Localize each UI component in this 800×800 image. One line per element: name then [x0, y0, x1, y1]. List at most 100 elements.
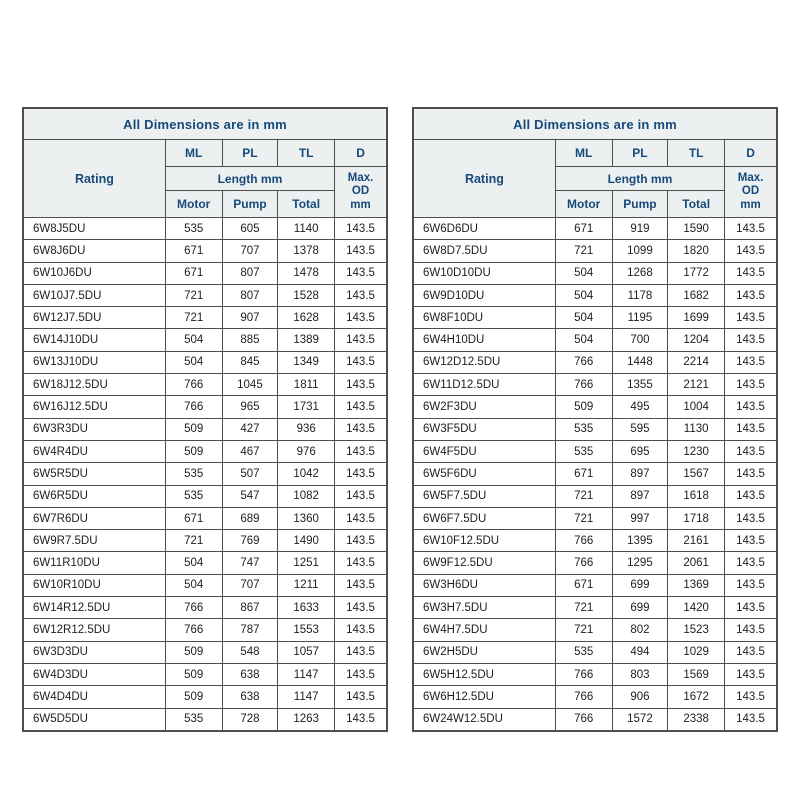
rating-cell: 6W10R10DU [22, 573, 166, 598]
d-column-header: D [334, 139, 388, 167]
value-cell: 1099 [611, 239, 669, 263]
tl-column-header: TL [667, 139, 726, 167]
table-row: 6W4H7.5DU 721 802 1523 143.5 [412, 618, 778, 642]
value-cell: 1195 [611, 306, 669, 330]
table-row: 6W10J6DU 671 807 1478 143.5 [22, 261, 388, 285]
length-group-header: Length mm [554, 166, 726, 191]
rating-cell: 6W3D3DU [22, 640, 166, 664]
value-cell: 721 [554, 239, 613, 263]
value-cell: 807 [221, 261, 279, 285]
table-row: 6W4F5DU 535 695 1230 143.5 [412, 439, 778, 464]
value-cell: 1178 [611, 283, 669, 308]
value-cell: 906 [611, 685, 669, 709]
value-cell: 143.5 [334, 417, 388, 441]
value-cell: 143.5 [724, 618, 778, 642]
value-cell: 638 [221, 662, 279, 687]
value-cell: 143.5 [334, 373, 388, 397]
max-od-line1: Max. [737, 172, 764, 185]
value-cell: 143.5 [334, 395, 388, 419]
value-cell: 766 [554, 529, 613, 553]
rating-cell: 6W9D10DU [412, 283, 556, 308]
table-row: 6W8F10DU 504 1195 1699 143.5 [412, 306, 778, 330]
dimensions-table-left: All Dimensions are in mm Rating ML PL TL… [22, 107, 388, 732]
table-row: 6W3H6DU 671 699 1369 143.5 [412, 573, 778, 598]
rating-cell: 6W10D10DU [412, 261, 556, 285]
motor-column-header: Motor [164, 190, 223, 218]
value-cell: 143.5 [334, 261, 388, 285]
value-cell: 509 [554, 395, 613, 419]
rating-cell: 6W3H7.5DU [412, 596, 556, 620]
value-cell: 535 [554, 640, 613, 664]
rating-cell: 6W6F7.5DU [412, 506, 556, 531]
table-row: 6W5F7.5DU 721 897 1618 143.5 [412, 484, 778, 508]
value-cell: 504 [164, 350, 223, 375]
value-cell: 671 [164, 506, 223, 531]
rating-cell: 6W24W12.5DU [412, 707, 556, 732]
value-cell: 143.5 [724, 216, 778, 241]
value-cell: 919 [611, 216, 669, 241]
value-cell: 1355 [611, 373, 669, 397]
value-cell: 504 [164, 551, 223, 575]
value-cell: 605 [221, 216, 279, 241]
value-cell: 143.5 [334, 529, 388, 553]
value-cell: 1045 [221, 373, 279, 397]
value-cell: 143.5 [334, 618, 388, 642]
value-cell: 1553 [277, 618, 336, 642]
value-cell: 747 [221, 551, 279, 575]
value-cell: 143.5 [334, 328, 388, 352]
value-cell: 143.5 [724, 596, 778, 620]
rating-cell: 6W2H5DU [412, 640, 556, 664]
value-cell: 143.5 [724, 261, 778, 285]
value-cell: 965 [221, 395, 279, 419]
table-row: 6W5R5DU 535 507 1042 143.5 [22, 462, 388, 486]
value-cell: 143.5 [334, 216, 388, 241]
value-cell: 671 [554, 462, 613, 486]
table-row: 6W13J10DU 504 845 1349 143.5 [22, 350, 388, 375]
value-cell: 509 [164, 685, 223, 709]
value-cell: 1204 [667, 328, 726, 352]
value-cell: 1820 [667, 239, 726, 263]
table-row: 6W14J10DU 504 885 1389 143.5 [22, 328, 388, 352]
rating-cell: 6W12R12.5DU [22, 618, 166, 642]
value-cell: 143.5 [724, 417, 778, 441]
table-row: 6W6H12.5DU 766 906 1672 143.5 [412, 685, 778, 709]
value-cell: 143.5 [334, 685, 388, 709]
value-cell: 504 [554, 328, 613, 352]
value-cell: 2214 [667, 350, 726, 375]
value-cell: 143.5 [724, 573, 778, 598]
rating-cell: 6W8J5DU [22, 216, 166, 241]
value-cell: 1572 [611, 707, 669, 732]
value-cell: 1029 [667, 640, 726, 664]
rating-cell: 6W13J10DU [22, 350, 166, 375]
max-od-line1: Max. [347, 172, 374, 185]
value-cell: 1811 [277, 373, 336, 397]
max-od-header: Max. OD mm [724, 166, 778, 218]
value-cell: 143.5 [334, 506, 388, 531]
rating-cell: 6W5R5DU [22, 462, 166, 486]
total-column-header: Total [667, 190, 726, 218]
value-cell: 507 [221, 462, 279, 486]
value-cell: 509 [164, 640, 223, 664]
value-cell: 721 [554, 618, 613, 642]
table-row: 6W11D12.5DU 766 1355 2121 143.5 [412, 373, 778, 397]
table-row: 6W4D3DU 509 638 1147 143.5 [22, 662, 388, 687]
value-cell: 1395 [611, 529, 669, 553]
value-cell: 494 [611, 640, 669, 664]
value-cell: 595 [611, 417, 669, 441]
header-row-abbrev: Rating ML PL TL D [412, 139, 778, 218]
rating-cell: 6W2F3DU [412, 395, 556, 419]
value-cell: 2161 [667, 529, 726, 553]
table-row: 6W5D5DU 535 728 1263 143.5 [22, 707, 388, 732]
value-cell: 976 [277, 439, 336, 464]
rating-cell: 6W6D6DU [412, 216, 556, 241]
value-cell: 143.5 [334, 551, 388, 575]
value-cell: 1389 [277, 328, 336, 352]
value-cell: 1590 [667, 216, 726, 241]
value-cell: 803 [611, 662, 669, 687]
table-row: 6W3F5DU 535 595 1130 143.5 [412, 417, 778, 441]
rating-cell: 6W8F10DU [412, 306, 556, 330]
table-body: 6W8J5DU 535 605 1140 143.5 6W8J6DU 671 707 1378 1… [22, 216, 388, 732]
table-row: 6W7R6DU 671 689 1360 143.5 [22, 506, 388, 531]
value-cell: 509 [164, 662, 223, 687]
rating-cell: 6W5F6DU [412, 462, 556, 486]
